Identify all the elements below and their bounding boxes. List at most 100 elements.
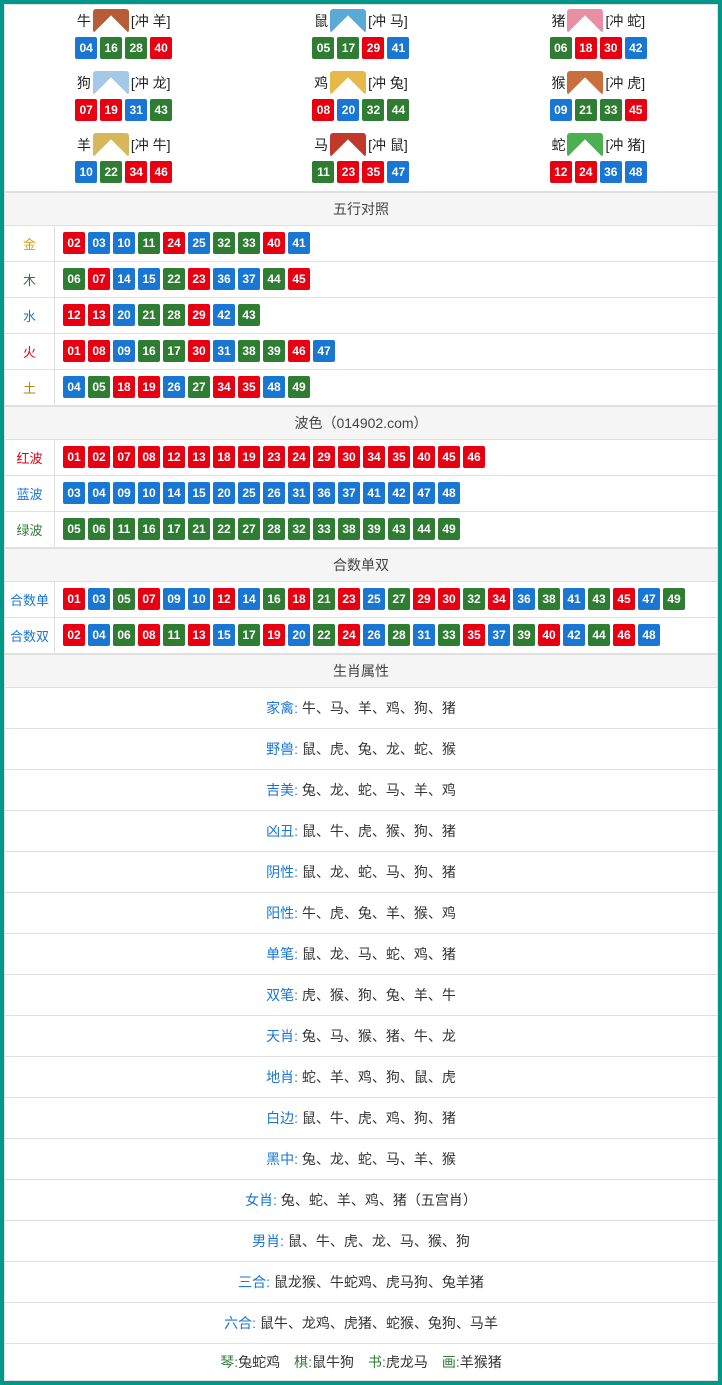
ball-26: 26	[363, 624, 385, 646]
wuxing-label: 火	[5, 334, 55, 369]
zodiac-balls: 10223446	[7, 161, 240, 183]
ball-20: 20	[113, 304, 135, 326]
ball-05: 05	[88, 376, 110, 398]
ball-26: 26	[263, 482, 285, 504]
ball-41: 41	[363, 482, 385, 504]
heshu-balls: 0103050709101214161821232527293032343638…	[55, 582, 693, 617]
zodiac-name: 马	[314, 135, 328, 155]
shuxing-val: 鼠、牛、虎、猴、狗、猪	[302, 823, 456, 839]
zodiac-icon	[330, 133, 366, 157]
shuxing-key: 双笔:	[266, 987, 302, 1003]
ball-49: 49	[288, 376, 310, 398]
ball-14: 14	[163, 482, 185, 504]
lastrow-seg: 棋:鼠牛狗	[294, 1352, 354, 1372]
ball-38: 38	[238, 340, 260, 362]
ball-03: 03	[88, 232, 110, 254]
heshu-balls: 0204060811131517192022242628313335373940…	[55, 618, 668, 653]
zodiac-balls: 06183042	[482, 37, 715, 59]
bose-table: 红波0102070812131819232429303435404546蓝波03…	[5, 440, 717, 548]
ball-39: 39	[263, 340, 285, 362]
shuxing-row: 白边: 鼠、牛、虎、鸡、狗、猪	[5, 1098, 717, 1139]
zodiac-cell-猴: 猴[冲 虎]09213345	[480, 67, 717, 129]
ball-16: 16	[263, 588, 285, 610]
ball-48: 48	[638, 624, 660, 646]
wuxing-table: 金02031011242532334041木060714152223363744…	[5, 226, 717, 406]
ball-49: 49	[438, 518, 460, 540]
wuxing-balls: 1213202128294243	[55, 298, 268, 333]
lastrow-key: 书:	[368, 1354, 386, 1370]
wuxing-balls: 02031011242532334041	[55, 226, 318, 261]
ball-48: 48	[263, 376, 285, 398]
ball-06: 06	[550, 37, 572, 59]
ball-45: 45	[613, 588, 635, 610]
ball-09: 09	[113, 482, 135, 504]
ball-09: 09	[550, 99, 572, 121]
zodiac-clash: [冲 羊]	[131, 11, 171, 31]
ball-08: 08	[88, 340, 110, 362]
shuxing-val: 鼠、虎、兔、龙、蛇、猴	[302, 741, 456, 757]
ball-36: 36	[513, 588, 535, 610]
zodiac-clash: [冲 猪]	[605, 135, 645, 155]
zodiac-cell-蛇: 蛇[冲 猪]12243648	[480, 129, 717, 191]
wuxing-row: 火0108091617303138394647	[5, 334, 717, 370]
ball-11: 11	[113, 518, 135, 540]
bose-label: 蓝波	[5, 476, 55, 511]
ball-29: 29	[188, 304, 210, 326]
ball-44: 44	[588, 624, 610, 646]
shuxing-key: 地肖:	[266, 1069, 302, 1085]
zodiac-cell-鸡: 鸡[冲 兔]08203244	[242, 67, 479, 129]
ball-30: 30	[338, 446, 360, 468]
ball-02: 02	[63, 232, 85, 254]
shuxing-val: 兔、蛇、羊、鸡、猪（五宫肖）	[281, 1192, 477, 1208]
ball-34: 34	[488, 588, 510, 610]
ball-16: 16	[138, 518, 160, 540]
heshu-table: 合数单0103050709101214161821232527293032343…	[5, 582, 717, 654]
lastrow-val: 羊猴猪	[460, 1354, 502, 1370]
ball-17: 17	[337, 37, 359, 59]
ball-34: 34	[213, 376, 235, 398]
bose-row: 蓝波03040910141520252631363741424748	[5, 476, 717, 512]
ball-28: 28	[163, 304, 185, 326]
ball-36: 36	[600, 161, 622, 183]
section-header-shuxing: 生肖属性	[5, 654, 717, 688]
ball-24: 24	[338, 624, 360, 646]
shuxing-key: 六合:	[224, 1315, 260, 1331]
ball-15: 15	[188, 482, 210, 504]
ball-48: 48	[625, 161, 647, 183]
ball-19: 19	[100, 99, 122, 121]
heshu-label: 合数双	[5, 618, 55, 653]
main-container: 牛[冲 羊]04162840鼠[冲 马]05172941猪[冲 蛇]061830…	[4, 4, 718, 1381]
zodiac-name: 蛇	[551, 135, 565, 155]
lastrow-key: 琴:	[220, 1354, 238, 1370]
ball-30: 30	[438, 588, 460, 610]
ball-13: 13	[188, 624, 210, 646]
ball-29: 29	[413, 588, 435, 610]
zodiac-cell-猪: 猪[冲 蛇]06183042	[480, 5, 717, 67]
shuxing-key: 家禽:	[266, 700, 302, 716]
zodiac-cell-鼠: 鼠[冲 马]05172941	[242, 5, 479, 67]
ball-32: 32	[213, 232, 235, 254]
ball-13: 13	[88, 304, 110, 326]
ball-24: 24	[575, 161, 597, 183]
wuxing-row: 木06071415222336374445	[5, 262, 717, 298]
heshu-label: 合数单	[5, 582, 55, 617]
shuxing-key: 男肖:	[252, 1233, 288, 1249]
shuxing-row: 阳性: 牛、虎、兔、羊、猴、鸡	[5, 893, 717, 934]
ball-12: 12	[63, 304, 85, 326]
shuxing-row: 三合: 鼠龙猴、牛蛇鸡、虎马狗、兔羊猪	[5, 1262, 717, 1303]
ball-10: 10	[188, 588, 210, 610]
ball-17: 17	[163, 518, 185, 540]
ball-21: 21	[138, 304, 160, 326]
ball-04: 04	[88, 482, 110, 504]
bose-label: 绿波	[5, 512, 55, 547]
zodiac-balls: 05172941	[244, 37, 477, 59]
ball-37: 37	[238, 268, 260, 290]
shuxing-key: 凶丑:	[266, 823, 302, 839]
ball-38: 38	[538, 588, 560, 610]
ball-48: 48	[438, 482, 460, 504]
zodiac-balls: 07193143	[7, 99, 240, 121]
shuxing-val: 兔、马、猴、猪、牛、龙	[302, 1028, 456, 1044]
ball-17: 17	[238, 624, 260, 646]
ball-39: 39	[363, 518, 385, 540]
ball-19: 19	[263, 624, 285, 646]
